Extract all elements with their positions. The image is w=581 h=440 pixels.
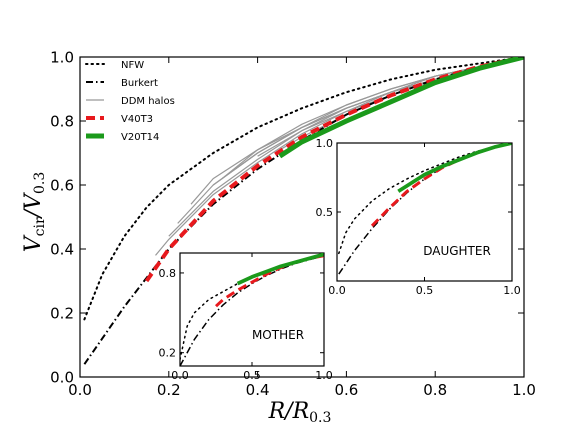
main-plot-line-nfw (83, 57, 524, 321)
inset-daughter-x-tick-label: 0.5 (416, 284, 434, 297)
inset-mother-y-tick-label: 0.2 (159, 347, 177, 360)
legend-item: V20T14 (86, 132, 159, 143)
inset-mother-frame (179, 252, 325, 367)
main-plot-y-tick-label: 0.4 (50, 240, 74, 258)
main-plot-series (83, 57, 524, 365)
main-plot-line-v20t14 (278, 57, 524, 159)
y-axis-label-den-sub: 0.3 (32, 172, 48, 194)
main-plot-x-tick-label: 0.0 (68, 381, 92, 399)
inset-mother-x-tick-label: 1.0 (315, 369, 333, 382)
inset-mother-label: MOTHER (252, 328, 304, 342)
inset-daughter-x-tick-label: 0.0 (328, 284, 346, 297)
legend-item: Burkert (86, 78, 158, 89)
legend-label: DDM halos (121, 96, 175, 107)
legend-item: V40T3 (86, 114, 153, 125)
inset-mother-y-tick-label: 0.8 (159, 267, 177, 280)
legend-item: DDM halos (86, 96, 175, 107)
inset-mother-x-tick-label: 0.0 (171, 369, 189, 382)
inset-daughter-label: DAUGHTER (423, 244, 491, 258)
main-plot-line-burkert (83, 57, 524, 365)
legend-label: V20T14 (121, 132, 159, 143)
main-plot-y-tick-label: 0.8 (50, 112, 74, 130)
inset-daughter-line-v20t14 (397, 143, 512, 193)
main-plot-x-tick-label: 0.4 (246, 381, 270, 399)
inset-daughter-y-tick-label: 1.0 (316, 137, 334, 150)
main-plot-x-tick-label: 0.6 (334, 381, 358, 399)
main-plot-y-tick-label: 0.0 (50, 368, 74, 386)
y-axis-label: Vcir/V0.3 (21, 172, 48, 252)
main-plot-x-tick-label: 1.0 (512, 381, 536, 399)
legend-label: NFW (121, 60, 144, 71)
legend-item: NFW (85, 60, 144, 71)
x-axis-label: R/R0.3 (268, 399, 332, 426)
y-axis-label-sup: cir (32, 217, 48, 236)
legend: NFW Burkert DDM halos V40T3 V20T14 (85, 60, 175, 143)
main-plot-y-tick-label: 1.0 (50, 48, 74, 66)
inset-mother-series (180, 253, 324, 366)
main-plot-x-tick-label: 0.2 (157, 381, 181, 399)
inset-daughter-series (338, 143, 512, 275)
main-plot-x-tick-label: 0.8 (423, 381, 447, 399)
main-plot-y-tick-label: 0.2 (50, 304, 74, 322)
inset-mother-line-v20t14 (236, 253, 324, 286)
legend-label: V40T3 (121, 114, 153, 125)
main-plot-y-tick-label: 0.6 (50, 176, 74, 194)
legend-label: Burkert (121, 78, 158, 89)
inset-daughter: 0.0 0.5 1.0 0.5 1.0 DAUGHTER (316, 137, 521, 297)
x-axis-label-sub: 0.3 (309, 410, 331, 426)
inset-daughter-x-tick-label: 1.0 (503, 284, 521, 297)
inset-daughter-y-tick-label: 0.5 (316, 206, 334, 219)
inset-daughter-frame (336, 142, 513, 282)
inset-mother: 0.0 0.5 1.0 0.2 0.8 MOTHER (159, 252, 333, 382)
inset-mother-x-tick-label: 0.5 (243, 369, 261, 382)
